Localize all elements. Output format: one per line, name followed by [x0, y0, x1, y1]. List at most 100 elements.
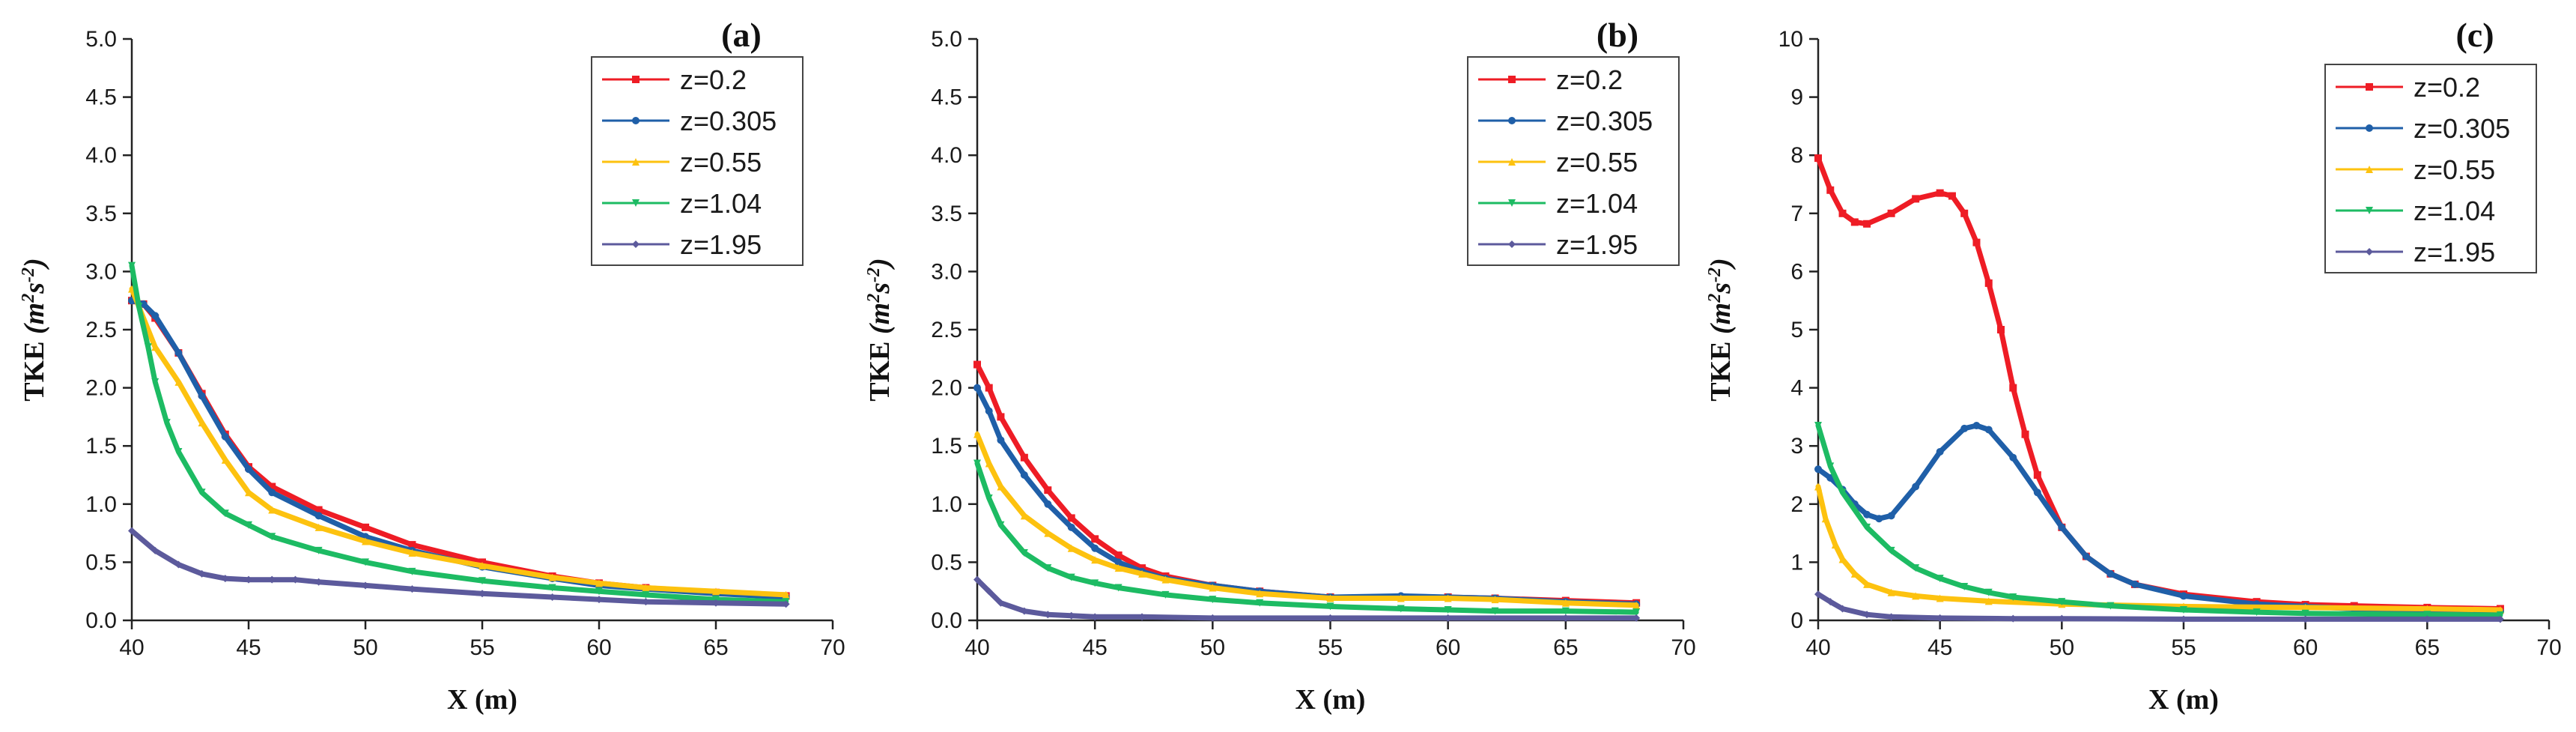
- data-point: [1020, 548, 1028, 557]
- data-point: [1912, 564, 1920, 572]
- data-point: [1863, 611, 1871, 619]
- data-point: [1632, 614, 1641, 622]
- data-point: [362, 558, 369, 566]
- data-point: [2180, 606, 2187, 614]
- y-tick-label: 2.0: [85, 376, 117, 401]
- y-tick-label: 10: [1778, 27, 1803, 52]
- legend-label: z=0.305: [1556, 106, 1653, 136]
- data-point: [151, 378, 160, 386]
- data-point: [2058, 614, 2066, 623]
- data-point: [2058, 523, 2066, 531]
- data-point: [151, 546, 160, 554]
- data-point: [362, 581, 369, 590]
- legend-entry: z=0.305: [2336, 113, 2510, 144]
- y-tick-label: 8: [1790, 143, 1803, 168]
- y-axis-title-space: [19, 334, 50, 342]
- series-z=0.55: [128, 285, 790, 599]
- legend-marker: [2366, 124, 2373, 132]
- data-point: [245, 575, 252, 584]
- x-axis-title: X (m): [447, 684, 517, 716]
- legend-label: z=1.95: [1556, 229, 1638, 260]
- y-tick-label: 2.0: [931, 376, 962, 401]
- legend-label: z=1.04: [680, 188, 762, 219]
- data-point: [1984, 279, 1993, 287]
- data-point: [973, 430, 981, 438]
- x-tick-label: 40: [119, 635, 144, 660]
- y-tick-label: 1.0: [85, 492, 117, 517]
- data-point: [1067, 544, 1075, 552]
- x-tick-label: 65: [703, 635, 728, 660]
- data-point: [174, 447, 183, 456]
- data-point: [408, 585, 416, 593]
- data-point: [2423, 615, 2431, 623]
- series-z=1.95: [973, 575, 1641, 622]
- data-point: [1838, 605, 1847, 613]
- legend-marker: [2366, 248, 2373, 255]
- data-point: [973, 575, 981, 584]
- legend-marker: [632, 76, 640, 83]
- data-point: [1114, 551, 1123, 560]
- data-point: [221, 432, 229, 441]
- x-tick-label: 70: [820, 635, 845, 660]
- data-point: [1632, 601, 1641, 609]
- data-point: [1091, 579, 1099, 587]
- y-tick-label: 2: [1790, 492, 1803, 517]
- data-point: [997, 436, 1005, 444]
- series-z=0.2: [128, 297, 790, 600]
- data-point: [985, 459, 993, 468]
- data-point: [479, 590, 486, 598]
- data-point: [1936, 614, 1944, 622]
- legend-marker: [2366, 207, 2373, 214]
- y-axis-title-ylabel_mid: s: [19, 282, 50, 294]
- data-point: [1960, 209, 1969, 217]
- data-point: [997, 521, 1005, 529]
- y-tick-label: 3: [1790, 434, 1803, 459]
- data-point: [997, 599, 1005, 607]
- y-tick-label: 2.5: [931, 318, 962, 342]
- series-z=0.55: [973, 430, 1641, 609]
- data-point: [1209, 614, 1217, 622]
- legend-marker: [632, 199, 640, 207]
- data-point: [128, 527, 136, 535]
- data-point: [595, 596, 603, 604]
- data-point: [1091, 556, 1099, 564]
- legend-entry: z=0.55: [2336, 154, 2495, 185]
- data-point: [2423, 611, 2431, 619]
- data-point: [2180, 615, 2187, 623]
- data-point: [144, 343, 152, 351]
- data-point: [362, 537, 369, 545]
- data-point: [782, 600, 790, 608]
- legend-entry: z=1.04: [2336, 196, 2495, 226]
- y-axis-title-ylabel_sup2: -2: [19, 267, 38, 282]
- data-point: [1444, 614, 1452, 622]
- data-point: [2009, 593, 2017, 601]
- legend-marker: [2366, 83, 2373, 91]
- data-point: [1838, 488, 1847, 497]
- x-tick-label: 50: [353, 635, 377, 660]
- data-point: [2021, 430, 2029, 438]
- data-point: [1020, 607, 1028, 615]
- data-point: [1091, 544, 1099, 552]
- legend-marker: [1508, 76, 1516, 83]
- legend-marker: [632, 241, 640, 248]
- y-tick-label: 3.0: [931, 259, 962, 284]
- data-point: [1887, 209, 1895, 217]
- data-point: [1936, 447, 1944, 456]
- data-point: [1161, 575, 1170, 584]
- y-tick-label: 9: [1790, 85, 1803, 110]
- data-point: [2423, 605, 2431, 613]
- data-point: [135, 302, 143, 310]
- data-point: [973, 384, 981, 392]
- legend-entry: z=1.95: [602, 229, 762, 260]
- data-point: [198, 419, 206, 427]
- y-tick-label: 0.5: [931, 550, 962, 575]
- data-point: [1561, 614, 1570, 622]
- y-tick-label: 1.5: [85, 434, 117, 459]
- data-point: [1984, 426, 1993, 434]
- data-point: [1632, 608, 1641, 617]
- data-point: [2301, 603, 2309, 611]
- y-axis-title-ylabel_unit: (m: [1705, 303, 1737, 334]
- data-point: [1091, 535, 1099, 543]
- y-tick-label: 5: [1790, 318, 1803, 342]
- data-point: [221, 456, 229, 464]
